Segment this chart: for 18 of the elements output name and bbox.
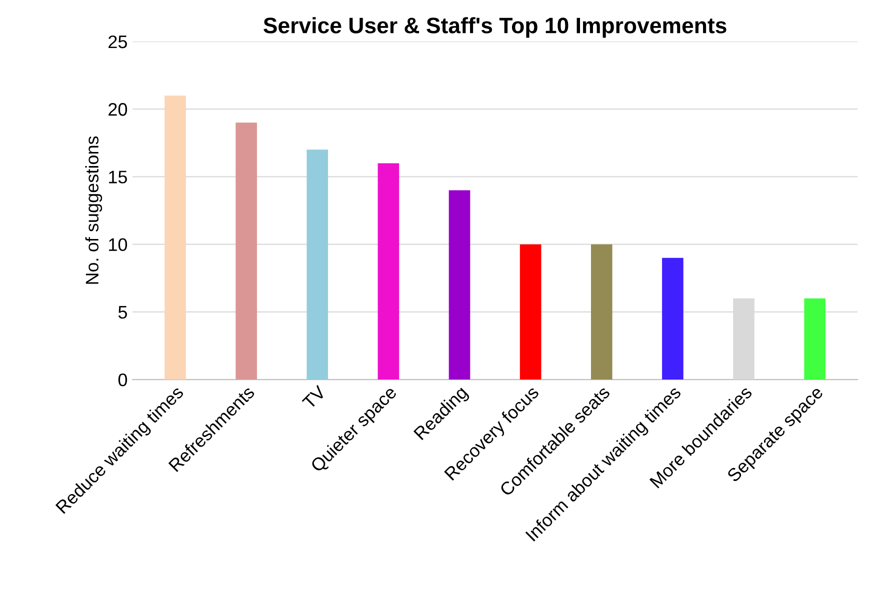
bar [236,122,257,380]
y-tick-label: 25 [108,35,127,48]
y-tick-label: 20 [108,103,128,116]
chart-title: Service User & Staff's Top 10 Improvements [264,17,726,38]
y-tick-label: 10 [109,238,128,252]
bar [662,258,684,380]
y-axis-title: No. of suggestions [85,136,102,284]
bar [590,244,612,380]
bar [306,150,328,380]
y-tick-label: 5 [118,306,127,319]
y-tick-label: 0 [118,373,128,386]
bar [164,96,186,380]
bar [448,190,470,380]
x-tick-label: TV [302,384,327,410]
bar [378,163,400,380]
bar [804,298,826,380]
bar [520,244,542,380]
y-tick-label: 15 [109,170,127,184]
